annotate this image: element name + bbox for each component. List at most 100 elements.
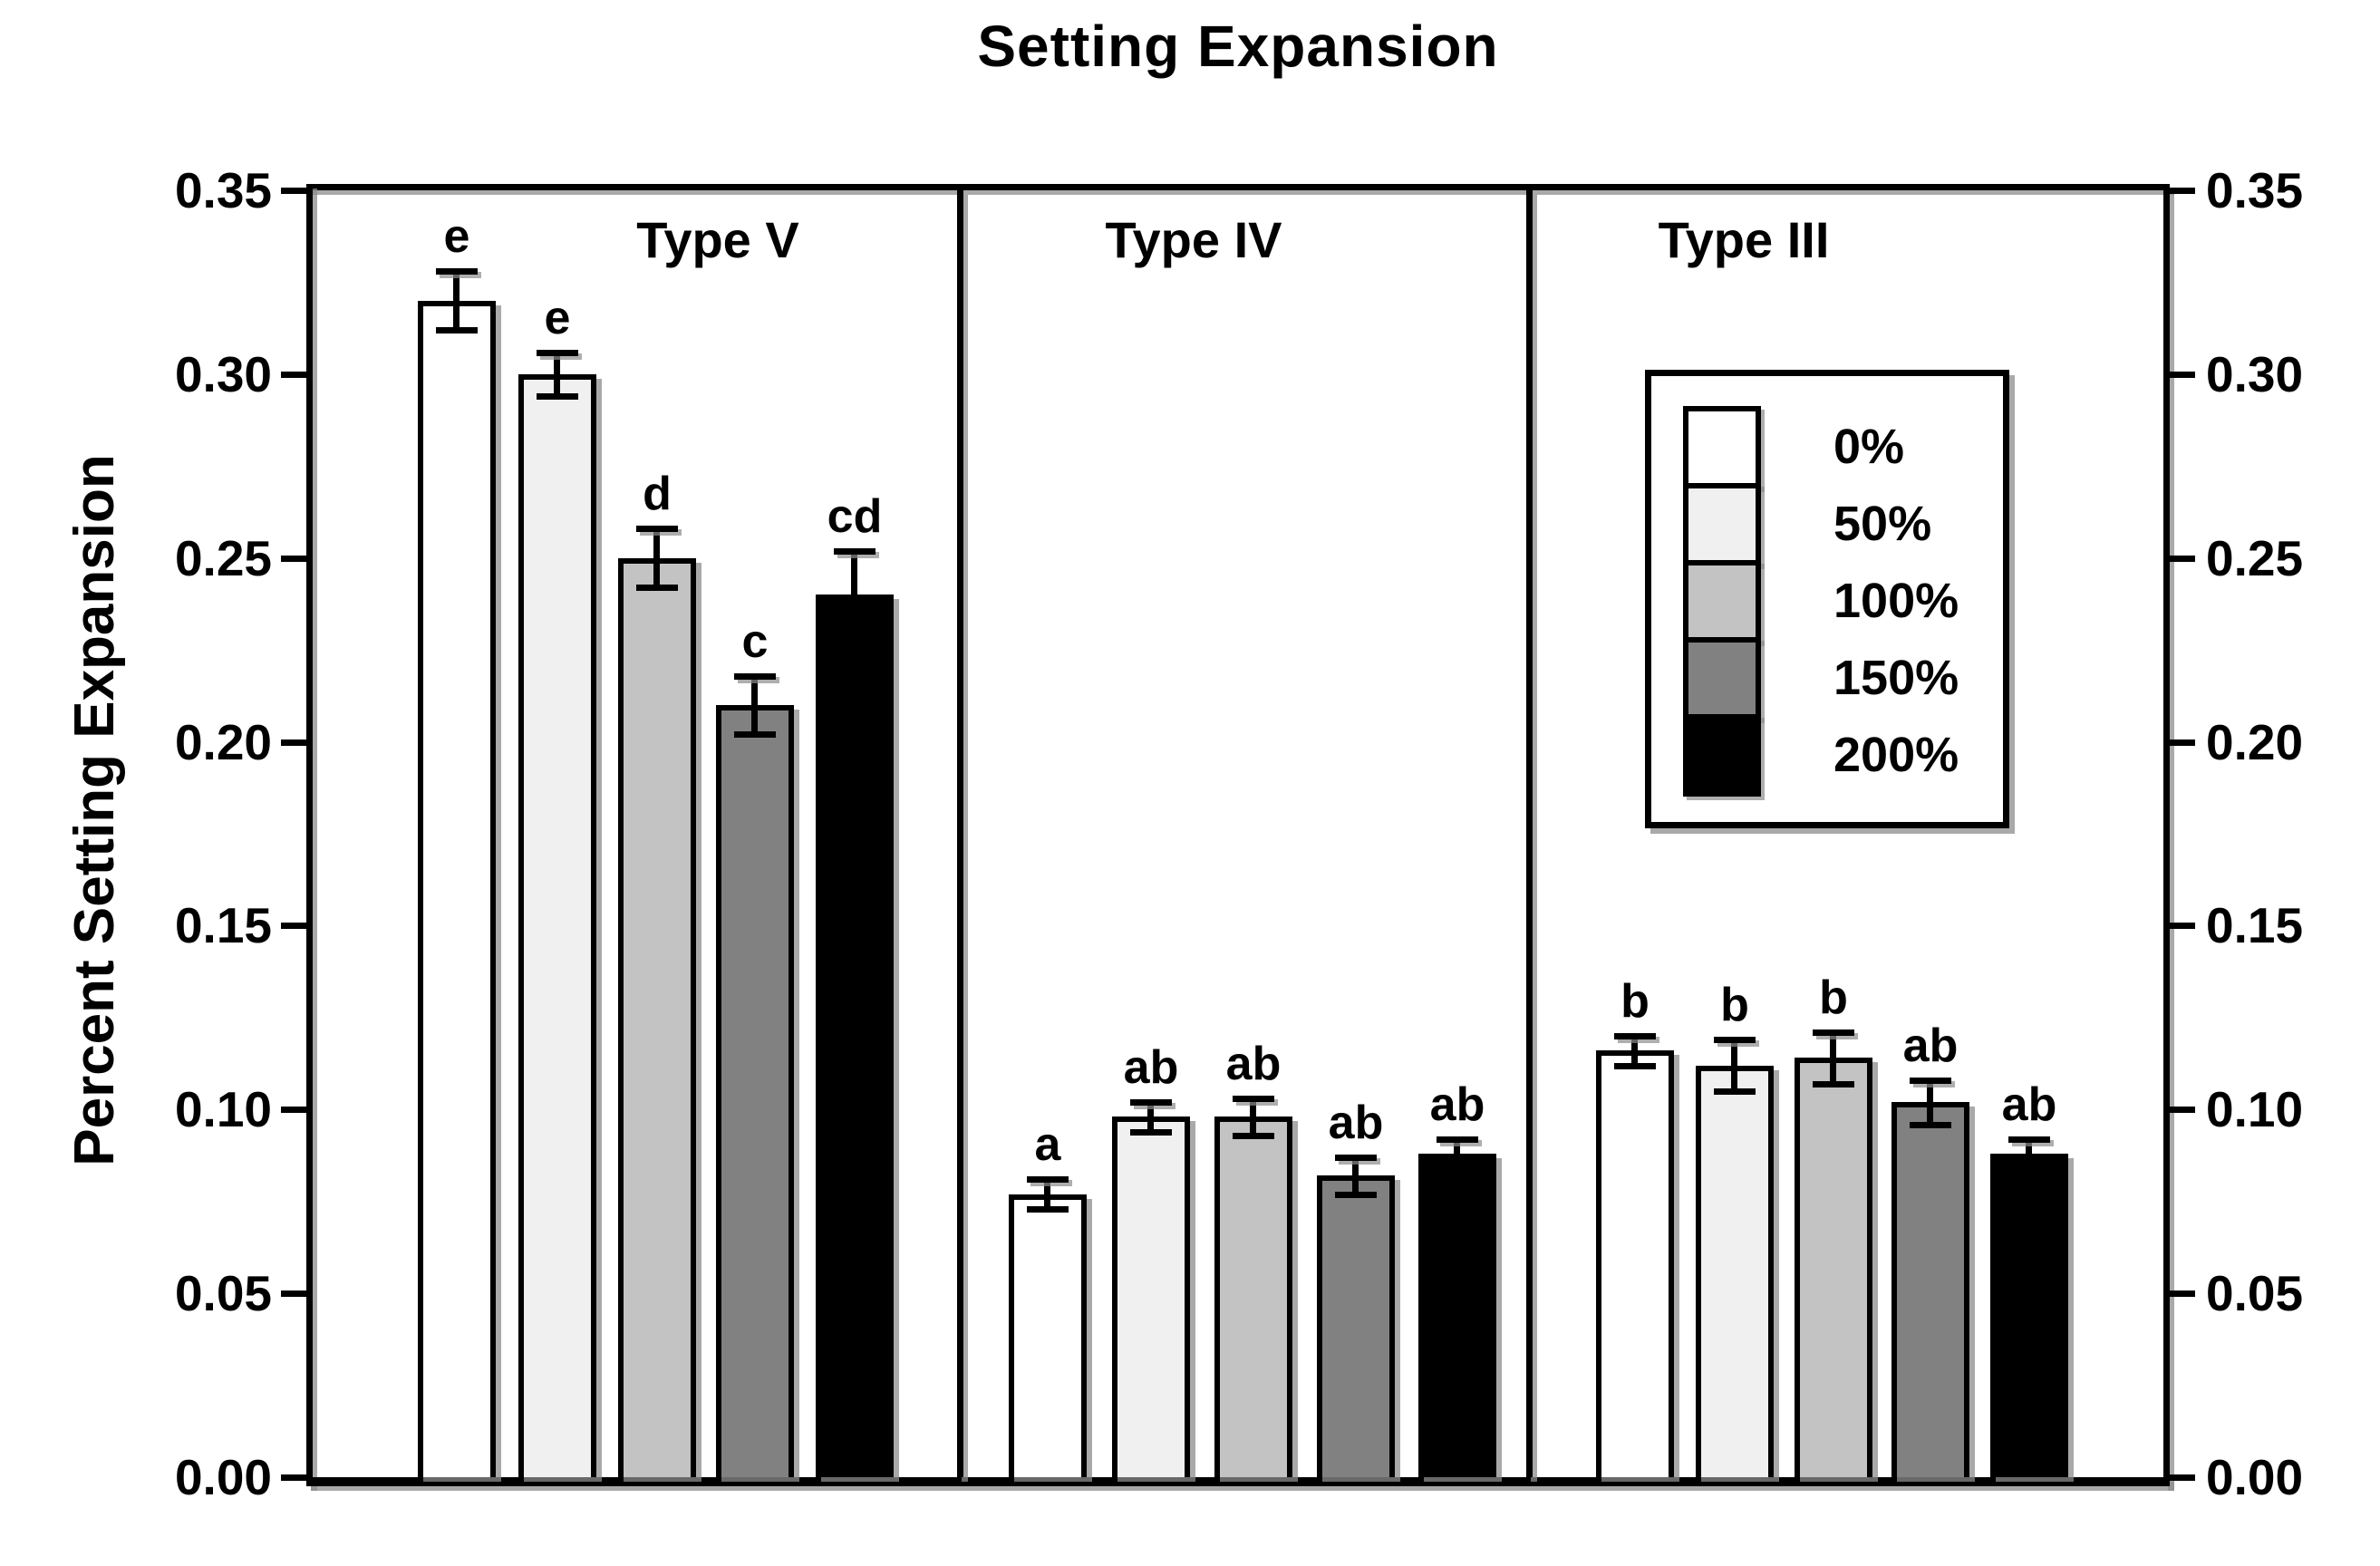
- error-bar-cap-lower: [537, 393, 578, 401]
- error-bar-cap-lower: [834, 635, 876, 643]
- panel-divider: [1526, 190, 1533, 1477]
- error-bar-stem: [1454, 1138, 1460, 1169]
- y-tick-label-right: 0.30: [2206, 345, 2304, 402]
- y-tick-label-left: 0.35: [174, 162, 272, 218]
- error-bar-cap-upper: [1614, 1033, 1656, 1040]
- error-bar-cap-upper: [537, 349, 578, 356]
- error-bar-cap-lower: [1233, 1132, 1274, 1139]
- y-tick-left: [281, 555, 306, 562]
- error-bar-stem: [1631, 1036, 1638, 1066]
- y-tick-left: [281, 371, 306, 378]
- error-bar-cap-lower: [1614, 1062, 1656, 1069]
- significance-letter: c: [741, 614, 769, 668]
- bar-Type-III-100%: [1795, 1058, 1872, 1477]
- y-tick-right: [2170, 923, 2195, 930]
- error-bar-cap-lower: [1027, 1205, 1069, 1213]
- y-tick-label-left: 0.10: [174, 1081, 272, 1138]
- panel-label-type-iii: Type III: [1658, 211, 1830, 268]
- legend-label: 100%: [1833, 574, 1959, 628]
- error-bar-stem: [1250, 1098, 1256, 1136]
- legend-swatch-icon: [1683, 483, 1761, 566]
- error-bar-cap-upper: [1910, 1077, 1951, 1084]
- error-bar-stem: [751, 675, 758, 735]
- significance-letter: e: [544, 291, 571, 344]
- y-tick-label-right: 0.15: [2206, 897, 2304, 954]
- significance-letter: b: [1621, 975, 1650, 1029]
- y-tick-right: [2170, 188, 2195, 194]
- error-bar-stem: [1731, 1039, 1737, 1091]
- legend-label: 50%: [1833, 497, 1932, 551]
- bar-Type-V-100%: [618, 557, 696, 1477]
- chart-title: Setting Expansion: [977, 14, 1499, 79]
- error-bar-cap-lower: [436, 327, 478, 334]
- legend-swatch-icon: [1683, 714, 1761, 797]
- error-bar-cap-lower: [1130, 1128, 1172, 1136]
- error-bar-cap-lower: [734, 731, 776, 739]
- y-tick-label-left: 0.30: [174, 345, 272, 402]
- error-bar-stem: [1147, 1102, 1154, 1132]
- significance-letter: ab: [1429, 1078, 1485, 1131]
- y-tick-right: [2170, 555, 2195, 562]
- significance-letter: d: [643, 468, 672, 521]
- significance-letter: ab: [2001, 1078, 2057, 1131]
- error-bar-cap-upper: [2008, 1136, 2050, 1143]
- plot-area: 0.35 0.35 0.30 0.30 0.25 0.25 0.20 0.20 0.15 0.15…: [175, 162, 2303, 1505]
- error-bar-stem: [851, 550, 857, 639]
- legend-swatch-icon: [1683, 406, 1761, 488]
- significance-letter: ab: [1902, 1019, 1959, 1072]
- y-tick-label-left: 0.00: [174, 1449, 272, 1505]
- error-bar-cap-lower: [1714, 1088, 1756, 1095]
- x-axis-baseline: [306, 1477, 2170, 1486]
- y-tick-left: [281, 1290, 306, 1298]
- error-bar-cap-lower: [1437, 1165, 1478, 1173]
- error-bar-cap-upper: [1027, 1176, 1069, 1184]
- bar-Type-III-0%: [1596, 1050, 1674, 1477]
- significance-letter: ab: [1123, 1041, 1179, 1095]
- bar-Type-IV-150%: [1317, 1175, 1395, 1477]
- y-tick-left: [281, 1107, 306, 1114]
- error-bar-stem: [1352, 1157, 1359, 1194]
- error-bar-stem: [2026, 1138, 2032, 1169]
- y-tick-right: [2170, 739, 2195, 746]
- significance-letter: e: [443, 210, 470, 264]
- error-bar-cap-upper: [1233, 1096, 1274, 1103]
- error-bar-cap-upper: [1437, 1136, 1478, 1143]
- y-tick-left: [281, 923, 306, 930]
- bar-Type-IV-100%: [1214, 1116, 1292, 1477]
- y-tick-left: [281, 739, 306, 746]
- bar-Type-III-200%: [1990, 1153, 2068, 1477]
- y-tick-label-right: 0.00: [2206, 1449, 2304, 1505]
- plot-frame-right: [2163, 184, 2170, 1486]
- error-bar-cap-upper: [1714, 1037, 1756, 1044]
- y-tick-label-right: 0.35: [2206, 162, 2304, 218]
- significance-letter: cd: [827, 489, 883, 543]
- error-bar-stem: [1044, 1179, 1050, 1209]
- bar-Type-V-150%: [716, 705, 794, 1477]
- y-tick-label-right: 0.20: [2206, 713, 2304, 770]
- y-tick-label-left: 0.05: [174, 1265, 272, 1322]
- error-bar-cap-lower: [1335, 1191, 1377, 1198]
- y-tick-right: [2170, 1474, 2195, 1481]
- legend-box: 0% 50% 100% 150% 200%: [1645, 370, 2009, 828]
- bar-Type-IV-50%: [1112, 1116, 1190, 1477]
- error-bar-cap-lower: [1910, 1121, 1951, 1128]
- bar-Type-V-50%: [518, 373, 596, 1477]
- error-bar-stem: [653, 528, 660, 588]
- legend-label: 0%: [1833, 420, 1905, 474]
- plot-frame-top: [306, 184, 2170, 190]
- error-bar-cap-upper: [436, 268, 478, 276]
- error-bar-stem: [1927, 1079, 1933, 1125]
- legend-swatch-icon: [1683, 637, 1761, 720]
- error-bar-cap-lower: [636, 585, 678, 592]
- panel-divider: [957, 190, 963, 1477]
- significance-letter: ab: [1225, 1038, 1282, 1091]
- error-bar-cap-upper: [734, 672, 776, 680]
- y-tick-label-left: 0.25: [174, 529, 272, 586]
- error-bar-cap-upper: [834, 547, 876, 555]
- bar-Type-V-0%: [418, 300, 496, 1477]
- y-tick-label-right: 0.05: [2206, 1265, 2304, 1322]
- panel-label-type-iv: Type IV: [1105, 211, 1282, 268]
- y-tick-label-right: 0.25: [2206, 529, 2304, 586]
- error-bar-stem: [453, 271, 460, 331]
- bar-Type-V-200%: [816, 594, 894, 1477]
